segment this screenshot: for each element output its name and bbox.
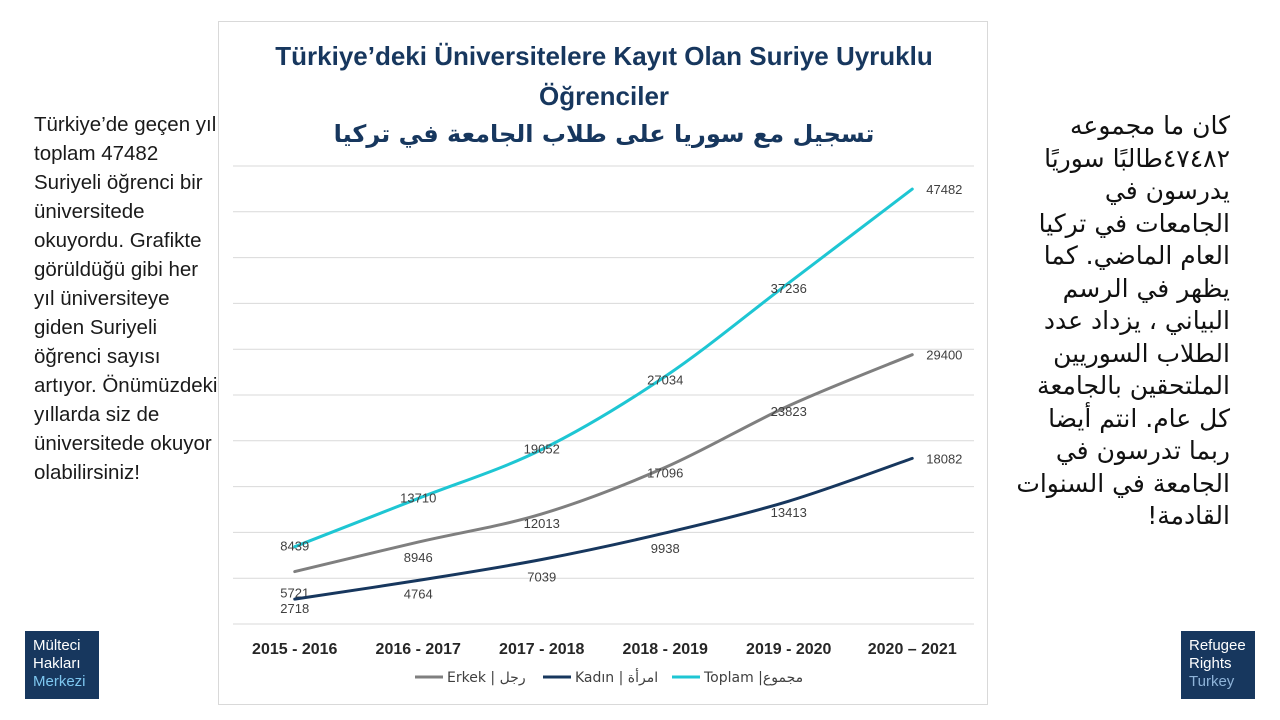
series-line bbox=[293, 353, 914, 574]
logo-right-line1: Refugee bbox=[1189, 637, 1246, 654]
arabic-description: كان ما مجموعه ٤٧٤٨٢طالبًا سوريًا يدرسون … bbox=[1016, 111, 1230, 530]
x-tick-label: 2019 - 2020 bbox=[746, 641, 832, 658]
x-tick-label: 2018 - 2019 bbox=[623, 641, 709, 658]
x-tick-label: 2017 - 2018 bbox=[499, 641, 585, 658]
chart-title-block: Türkiye’deki Üniversitelere Kayıt Olan S… bbox=[219, 36, 989, 152]
turkish-description: Türkiye’de geçen yıl toplam 47482 Suriye… bbox=[34, 113, 218, 484]
logo-left-line3: Merkezi bbox=[33, 673, 86, 690]
series-line bbox=[293, 187, 914, 549]
x-tick-label: 2020 – 2021 bbox=[868, 641, 957, 658]
multeci-haklari-merkezi-logo: Mülteci Hakları Merkezi bbox=[25, 631, 99, 699]
legend-label: Toplam |مجموع bbox=[703, 670, 803, 686]
data-label: 9938 bbox=[651, 541, 680, 556]
data-label: 13710 bbox=[400, 490, 436, 505]
series-line bbox=[293, 456, 914, 601]
legend-label: Kadın | امرأة bbox=[575, 668, 658, 686]
data-label: 18082 bbox=[926, 451, 962, 466]
data-label: 8946 bbox=[404, 550, 433, 565]
data-label: 7039 bbox=[527, 570, 556, 585]
chart-title: Türkiye’deki Üniversitelere Kayıt Olan S… bbox=[275, 41, 933, 111]
data-label: 29400 bbox=[926, 348, 962, 363]
logo-left-line2: Hakları bbox=[33, 655, 81, 672]
data-label: 13413 bbox=[771, 505, 807, 520]
refugee-rights-turkey-logo: Refugee Rights Turkey bbox=[1181, 631, 1255, 699]
chart-panel: Türkiye’deki Üniversitelere Kayıt Olan S… bbox=[218, 21, 988, 705]
logo-right-line2: Rights bbox=[1189, 655, 1232, 672]
data-label: 8439 bbox=[280, 539, 309, 554]
x-tick-label: 2016 - 2017 bbox=[376, 641, 462, 658]
legend-label: Erkek | رجل bbox=[447, 670, 526, 686]
data-label: 37236 bbox=[771, 281, 807, 296]
data-label: 12013 bbox=[524, 516, 560, 531]
x-tick-label: 2015 - 2016 bbox=[252, 641, 338, 658]
logo-right-line3: Turkey bbox=[1189, 673, 1235, 690]
data-label: 47482 bbox=[926, 182, 962, 197]
logo-left-line1: Mülteci bbox=[33, 637, 81, 654]
chart-subtitle: تسجيل مع سوريا على طلاب الجامعة في تركيا bbox=[333, 120, 875, 148]
data-label: 19052 bbox=[524, 441, 560, 456]
data-label: 17096 bbox=[647, 465, 683, 480]
data-label: 4764 bbox=[404, 586, 433, 601]
data-label: 2718 bbox=[280, 601, 309, 616]
data-label: 23823 bbox=[771, 404, 807, 419]
line-chart: 2015 - 2016 2016 - 2017 2017 - 2018 2018 - … bbox=[233, 165, 974, 686]
data-label: 27034 bbox=[647, 372, 683, 387]
